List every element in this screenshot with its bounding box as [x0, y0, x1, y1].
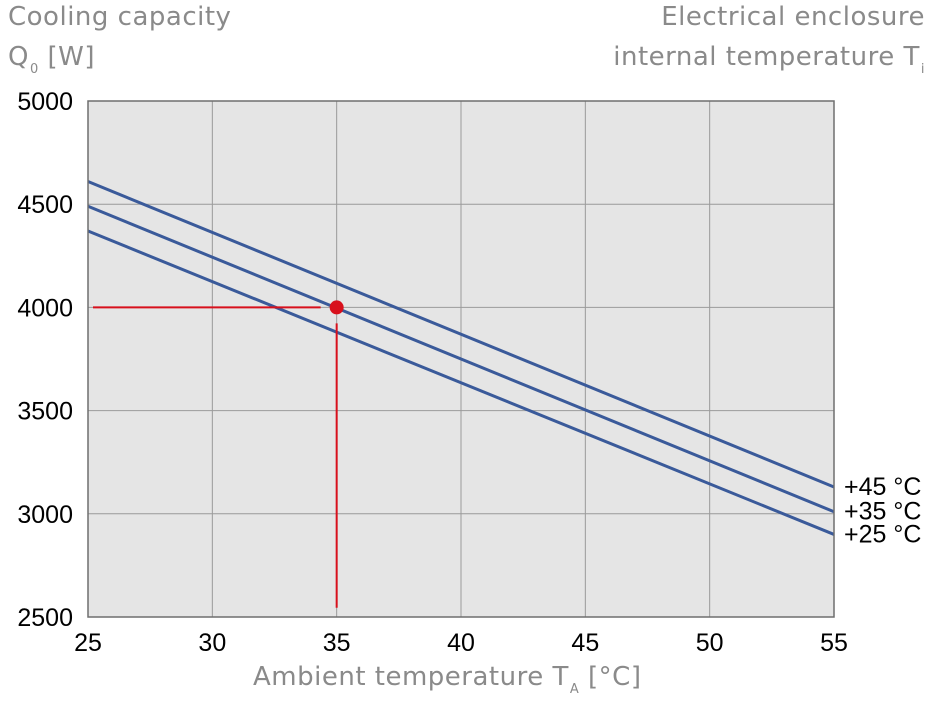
x-tick-labels: 25 30 35 40 45 50 55 — [74, 629, 848, 657]
plot-frame — [87, 100, 835, 618]
y-tick-label-4500: 4500 — [17, 191, 73, 219]
series-label-0: +45 °C — [844, 473, 921, 501]
x-axis-title-main: Ambient temperature T — [253, 662, 569, 692]
y-axis-unit: [W] — [38, 42, 96, 72]
y-tick-label-2500: 2500 — [17, 604, 73, 632]
series-line-0 — [87, 180, 835, 489]
x-tick-label-45: 45 — [571, 629, 599, 657]
annotation — [93, 300, 344, 608]
x-axis-unit: [°C] — [579, 662, 642, 692]
y-axis-title-text: Cooling capacity — [8, 2, 232, 32]
y-axis-symbol-main: Q — [8, 42, 29, 72]
series-legend-subtitle-main: internal temperature T — [613, 42, 920, 72]
series-line-1 — [87, 204, 835, 514]
y-tick-labels: 2500 3000 3500 4000 4500 5000 — [17, 88, 73, 632]
x-tick-label-40: 40 — [447, 629, 475, 657]
y-tick-label-3000: 3000 — [17, 501, 73, 529]
annotation-point — [329, 300, 344, 315]
x-axis-title-sub: A — [569, 682, 580, 697]
series-legend-subtitle-sub: i — [920, 62, 925, 77]
plot-border — [87, 100, 835, 618]
y-tick-label-3500: 3500 — [17, 398, 73, 426]
x-tick-label-25: 25 — [74, 629, 102, 657]
y-tick-label-5000: 5000 — [17, 88, 73, 116]
series-labels: +45 °C+35 °C+25 °C — [844, 473, 921, 548]
series-label-1: +35 °C — [844, 498, 921, 526]
series-lines — [87, 180, 835, 536]
x-tick-label-50: 50 — [696, 629, 724, 657]
series-legend-subtitle: internal temperature Ti — [613, 42, 925, 76]
y-axis-symbol-sub: 0 — [29, 62, 39, 77]
x-tick-label-30: 30 — [198, 629, 226, 657]
x-tick-label-55: 55 — [820, 629, 848, 657]
y-axis-symbol: Q0 [W] — [8, 42, 96, 76]
series-line-2 — [87, 229, 835, 536]
y-tick-label-4000: 4000 — [17, 294, 73, 322]
series-label-2: +25 °C — [844, 520, 921, 548]
x-axis-title: Ambient temperature TA [°C] — [253, 662, 642, 696]
series-legend-title-text: Electrical enclosure — [661, 2, 925, 32]
y-axis-title: Cooling capacity — [8, 4, 231, 30]
series-legend-title: Electrical enclosure — [661, 4, 925, 30]
x-tick-label-35: 35 — [323, 629, 351, 657]
